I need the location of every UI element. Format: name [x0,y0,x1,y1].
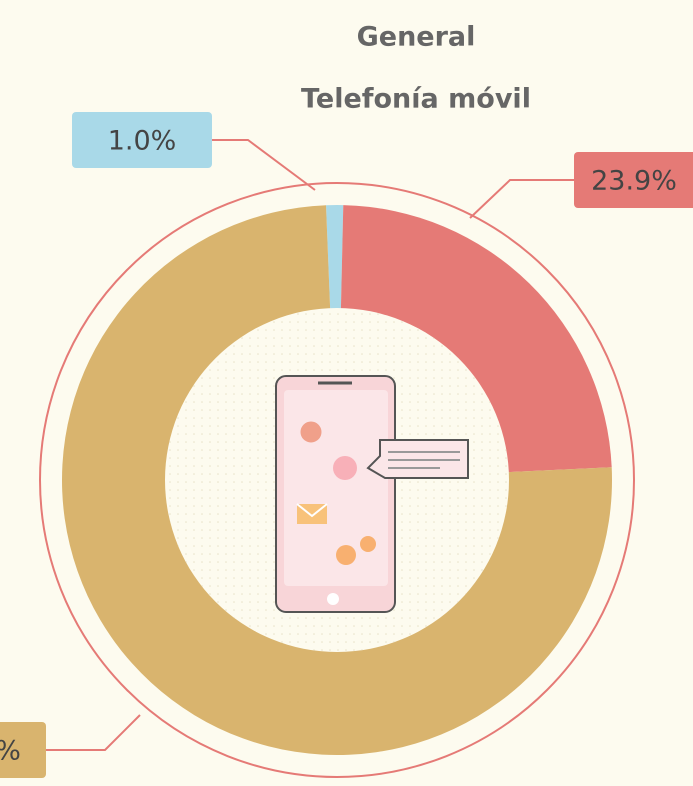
value-label: 23.9% [591,166,677,197]
leader-line [46,715,140,750]
chart-title: General [357,22,476,53]
leader-line [470,180,574,218]
leader-line [212,140,315,190]
chart-subtitle: Telefonía móvil [301,84,531,115]
value-label: 1.0% [108,126,177,157]
value-label: 75.1% [0,736,21,767]
page: {"chart_data": {"type": "donut", "title"… [0,0,693,786]
chart: General Telefonía móvil 1.0% 23.9% 75.1% [0,0,693,786]
